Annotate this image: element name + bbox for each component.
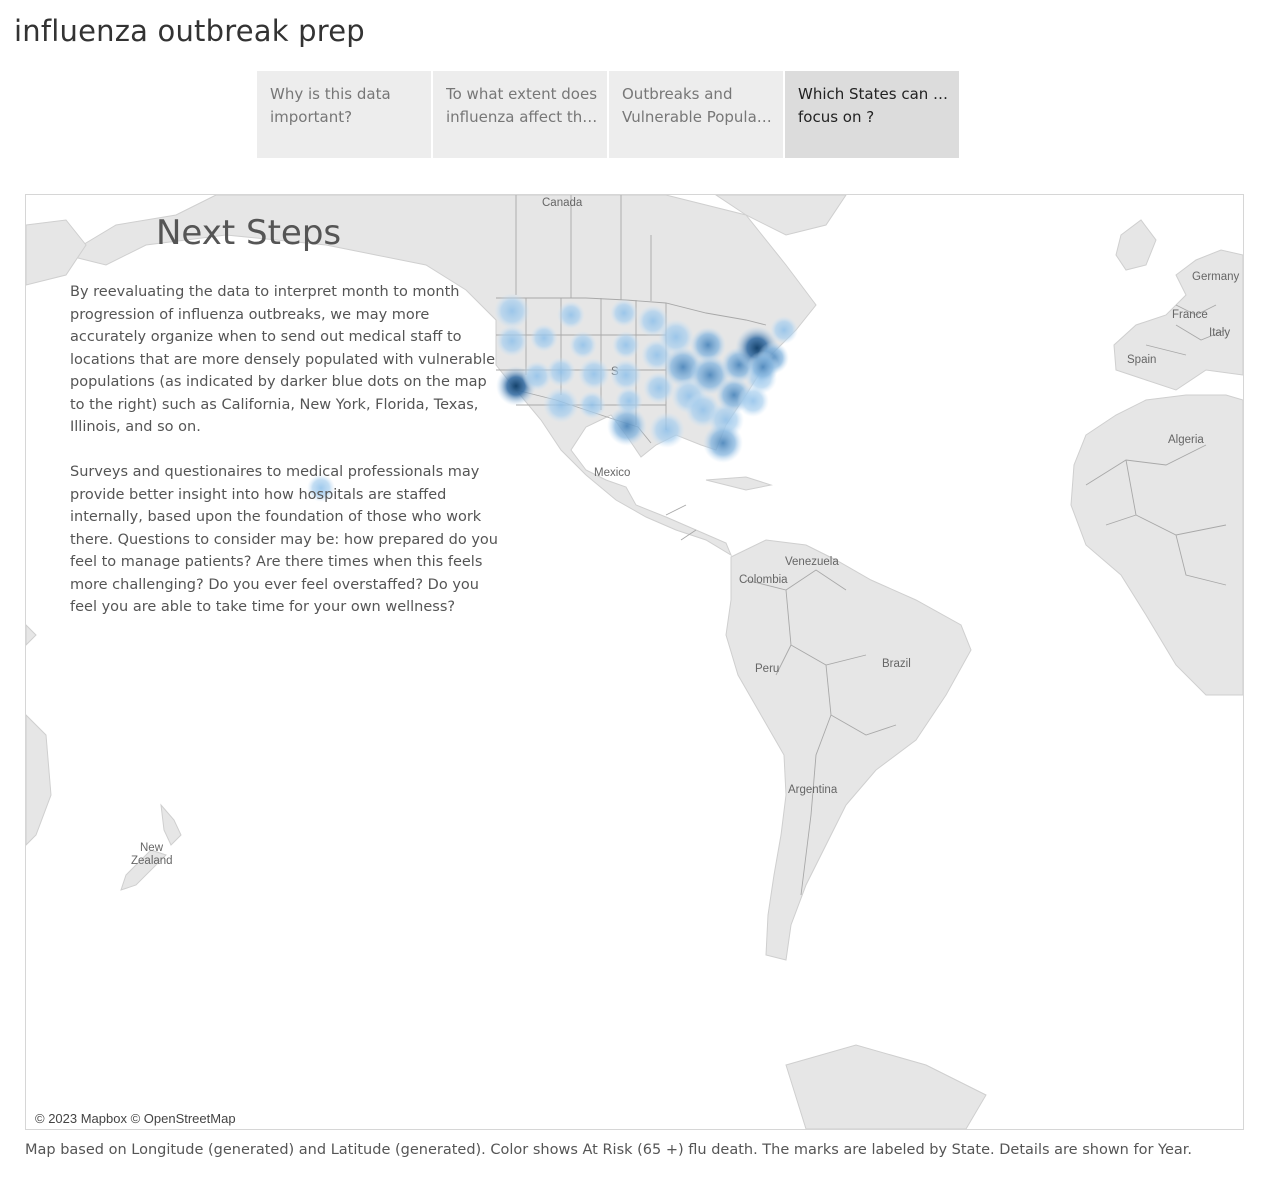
- label-new-zealand-line2: Zealand: [131, 855, 173, 867]
- state-mark: [610, 359, 642, 391]
- tab-influenza-extent[interactable]: To what extent does influenza affect the…: [433, 71, 607, 158]
- map-view[interactable]: Canada Mexico S Germany France Italy Spa…: [25, 194, 1244, 1130]
- state-mark: [557, 301, 585, 329]
- label-brazil: Brazil: [882, 658, 911, 670]
- state-marks[interactable]: [307, 293, 798, 502]
- label-france: France: [1172, 309, 1208, 321]
- label-colombia: Colombia: [739, 574, 788, 586]
- tab-which-states[interactable]: Which States can we focus on ?: [785, 71, 959, 158]
- europe-land: [1113, 249, 1243, 391]
- map-credit[interactable]: © 2023 Mapbox © OpenStreetMap: [35, 1111, 236, 1126]
- label-new-zealand-line1: New: [140, 842, 164, 854]
- state-mark: [578, 358, 610, 390]
- state-mark: [690, 327, 726, 363]
- state-mark: [569, 331, 597, 359]
- new-zealand-south-land: [120, 849, 167, 891]
- state-mark: [546, 357, 576, 387]
- story-tabs: Why is this data important? To what exte…: [257, 71, 959, 158]
- label-peru: Peru: [755, 663, 779, 675]
- tab-line: Which States can we: [798, 85, 951, 103]
- state-mark: [643, 372, 675, 404]
- south-america-land: [725, 539, 972, 961]
- state-mark: [494, 293, 530, 329]
- british-isles-land: [1115, 219, 1157, 271]
- state-mark: [649, 412, 685, 448]
- label-italy: Italy: [1209, 327, 1230, 339]
- state-mark: [658, 319, 694, 355]
- tab-line: important?: [270, 108, 353, 126]
- europe-borders: [1145, 304, 1227, 356]
- state-mark-texas: [607, 406, 647, 446]
- africa-borders: [1085, 444, 1227, 586]
- state-mark: [610, 299, 638, 327]
- state-mark: [522, 361, 552, 391]
- tab-line: Outbreaks and: [622, 85, 733, 103]
- new-zealand-land: [160, 803, 182, 846]
- state-mark: [747, 351, 779, 383]
- label-mexico: Mexico: [594, 467, 630, 479]
- panel-title: Next Steps: [156, 213, 342, 253]
- tab-line: focus on ?: [798, 108, 875, 126]
- north-america-land: [64, 195, 817, 557]
- map-labels: Canada Mexico S Germany France Italy Spa…: [131, 197, 1240, 867]
- south-america-borders: [745, 569, 897, 896]
- caribbean-land: [705, 476, 773, 491]
- state-mark: [496, 325, 528, 357]
- label-spain: Spain: [1127, 354, 1156, 366]
- state-mark: [770, 316, 798, 344]
- map-canvas[interactable]: Canada Mexico S Germany France Italy Spa…: [26, 195, 1243, 1129]
- australia-land: [26, 714, 52, 846]
- africa-land: [1070, 394, 1243, 696]
- label-canada: Canada: [542, 197, 583, 209]
- tab-line: Vulnerable Populatio..: [622, 108, 775, 126]
- canada-interior-borders: [515, 195, 652, 301]
- greenland-land: [715, 195, 847, 236]
- label-argentina: Argentina: [788, 784, 838, 796]
- tab-line: To what extent does: [446, 85, 598, 103]
- state-mark: [530, 324, 558, 352]
- tab-why-important[interactable]: Why is this data important?: [257, 71, 431, 158]
- map-caption: Map based on Longitude (generated) and L…: [25, 1142, 1192, 1158]
- state-mark: [612, 331, 640, 359]
- state-mark: [578, 391, 606, 419]
- state-mark-florida: [703, 423, 743, 463]
- antarctica-land: [785, 1044, 987, 1129]
- tab-outbreaks-vulnerable[interactable]: Outbreaks and Vulnerable Populatio..: [609, 71, 783, 158]
- mexico-borders: [665, 504, 697, 541]
- dashboard-title: influenza outbreak prep: [14, 14, 365, 48]
- label-venezuela: Venezuela: [785, 556, 839, 568]
- tab-line: influenza affect the s..: [446, 108, 599, 126]
- label-algeria: Algeria: [1168, 434, 1204, 446]
- state-mark: [307, 474, 335, 502]
- tab-line: Why is this data: [270, 85, 391, 103]
- state-mark: [737, 385, 769, 417]
- australia-north-land: [26, 624, 37, 646]
- label-germany: Germany: [1192, 271, 1240, 283]
- state-mark: [543, 387, 579, 423]
- panel-paragraph-1: By reevaluating the data to interpret mo…: [70, 284, 496, 435]
- asia-land: [26, 219, 87, 286]
- land-masses: [26, 195, 1243, 1129]
- panel-paragraph-2: Surveys and questionaires to medical pro…: [70, 464, 498, 615]
